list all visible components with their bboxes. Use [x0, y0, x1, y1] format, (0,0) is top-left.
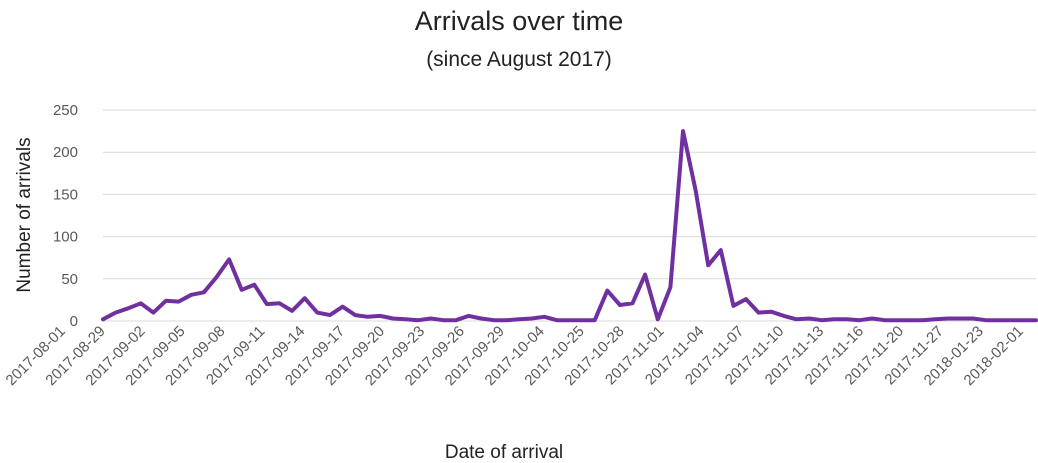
y-axis-title: Number of arrivals — [14, 137, 35, 292]
y-tick-label: 50 — [61, 271, 78, 288]
x-axis-ticks: 2017-08-012017-08-292017-09-022017-09-05… — [3, 323, 1027, 389]
chart-title: Arrivals over time — [414, 6, 624, 36]
y-tick-label: 150 — [53, 186, 78, 203]
series-line — [101, 129, 1038, 323]
chart-subtitle: (since August 2017) — [426, 48, 612, 71]
y-tick-label: 100 — [53, 229, 78, 246]
y-tick-label: 0 — [70, 313, 78, 330]
y-tick-label: 200 — [53, 144, 78, 161]
y-tick-label: 250 — [53, 102, 78, 119]
y-axis-ticks: 0 50 100 150 200 250 — [53, 102, 78, 330]
x-axis-title: Date of arrival — [445, 442, 563, 463]
series-layer — [101, 129, 1038, 323]
